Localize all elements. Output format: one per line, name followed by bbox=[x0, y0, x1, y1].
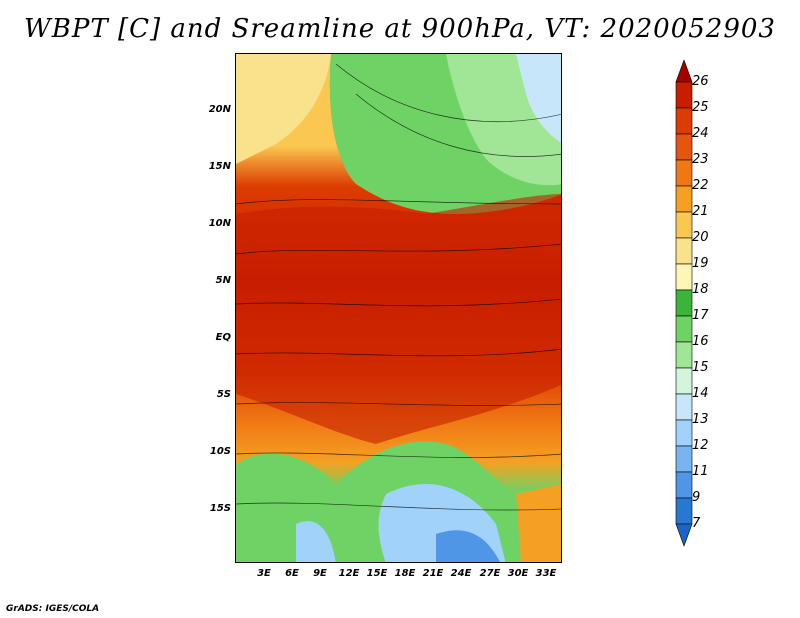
lat-label: 5N bbox=[215, 275, 231, 286]
colorbar-swatch bbox=[675, 393, 693, 421]
colorbar-swatch bbox=[675, 81, 693, 109]
lat-label: 10S bbox=[209, 446, 231, 457]
map-panel bbox=[235, 53, 562, 563]
colorbar-swatch bbox=[675, 133, 693, 161]
colorbar-label: 15 bbox=[692, 360, 709, 375]
colorbar-label: 22 bbox=[692, 178, 709, 193]
colorbar-swatch bbox=[675, 367, 693, 395]
colorbar-top-arrow bbox=[675, 60, 693, 83]
lon-label: 27E bbox=[479, 568, 501, 579]
lat-label: 10N bbox=[208, 218, 231, 229]
lat-label: 20N bbox=[208, 104, 231, 115]
lon-label: 24E bbox=[450, 568, 472, 579]
colorbar-swatch bbox=[675, 289, 693, 317]
lon-label: 18E bbox=[394, 568, 416, 579]
colorbar-label: 16 bbox=[692, 334, 709, 349]
lat-label: 15N bbox=[208, 161, 231, 172]
colorbar-label: 12 bbox=[692, 438, 709, 453]
lon-label: 6E bbox=[285, 568, 299, 579]
colorbar-label: 9 bbox=[692, 490, 701, 505]
colorbar-label: 13 bbox=[692, 412, 709, 427]
colorbar-swatch bbox=[675, 107, 693, 135]
colorbar-label: 24 bbox=[692, 126, 709, 141]
colorbar-swatch bbox=[675, 471, 693, 499]
colorbar-label: 25 bbox=[692, 100, 709, 115]
footer-credit: GrADS: IGES/COLA bbox=[6, 604, 100, 614]
colorbar-swatch bbox=[675, 341, 693, 369]
colorbar-swatch bbox=[675, 159, 693, 187]
colorbar-label: 11 bbox=[692, 464, 709, 479]
colorbar-swatch bbox=[675, 185, 693, 213]
lon-label: 33E bbox=[535, 568, 557, 579]
colorbar-swatch bbox=[675, 263, 693, 291]
lat-label: 15S bbox=[209, 503, 231, 514]
colorbar-swatch bbox=[675, 497, 693, 525]
lon-label: 12E bbox=[338, 568, 360, 579]
colorbar-label: 23 bbox=[692, 152, 709, 167]
wbpt-field bbox=[236, 54, 561, 562]
colorbar-label: 14 bbox=[692, 386, 709, 401]
colorbar-swatch bbox=[675, 419, 693, 447]
colorbar-label: 18 bbox=[692, 282, 709, 297]
colorbar-swatch bbox=[675, 445, 693, 473]
colorbar-label: 19 bbox=[692, 256, 709, 271]
colorbar-swatch bbox=[675, 315, 693, 343]
lon-label: 30E bbox=[507, 568, 529, 579]
lon-label: 21E bbox=[422, 568, 444, 579]
map-title: WBPT [C] and Sreamline at 900hPa, VT: 20… bbox=[24, 14, 776, 44]
colorbar-label: 21 bbox=[692, 204, 709, 219]
colorbar bbox=[675, 60, 693, 547]
colorbar-swatch bbox=[675, 211, 693, 239]
colorbar-swatch bbox=[675, 237, 693, 265]
colorbar-label: 26 bbox=[692, 74, 709, 89]
lon-label: 3E bbox=[257, 568, 271, 579]
lon-label: 15E bbox=[366, 568, 388, 579]
colorbar-label: 17 bbox=[692, 308, 709, 323]
lat-label: EQ bbox=[215, 332, 231, 343]
colorbar-label: 20 bbox=[692, 230, 709, 245]
lon-label: 9E bbox=[313, 568, 327, 579]
lat-label: 5S bbox=[216, 389, 231, 400]
colorbar-bottom-arrow bbox=[675, 523, 693, 547]
colorbar-label: 7 bbox=[692, 516, 701, 531]
